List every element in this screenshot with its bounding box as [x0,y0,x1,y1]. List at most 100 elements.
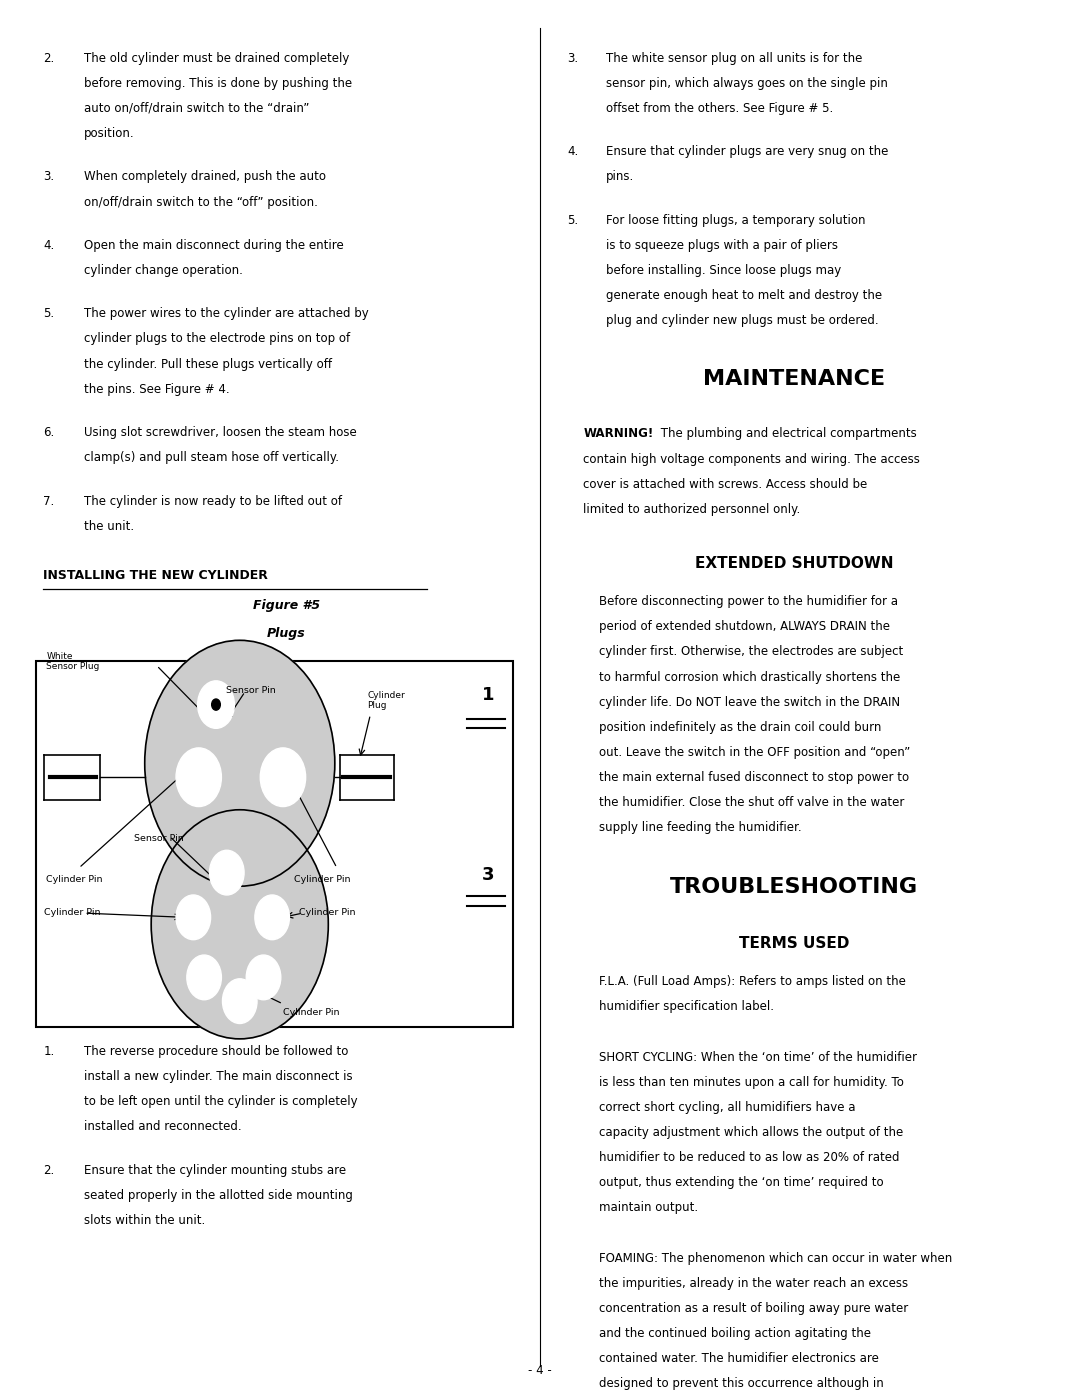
Text: sensor pin, which always goes on the single pin: sensor pin, which always goes on the sin… [606,77,888,89]
Text: 2.: 2. [43,52,54,64]
Text: The cylinder is now ready to be lifted out of: The cylinder is now ready to be lifted o… [84,495,342,507]
Text: plug and cylinder new plugs must be ordered.: plug and cylinder new plugs must be orde… [606,314,878,327]
Text: The old cylinder must be drained completely: The old cylinder must be drained complet… [84,52,350,64]
Text: the main external fused disconnect to stop power to: the main external fused disconnect to st… [599,771,909,784]
Text: The plumbing and electrical compartments: The plumbing and electrical compartments [657,427,917,440]
Text: before removing. This is done by pushing the: before removing. This is done by pushing… [84,77,352,89]
Text: FOAMING: The phenomenon which can occur in water when: FOAMING: The phenomenon which can occur … [599,1252,953,1264]
Text: EXTENDED SHUTDOWN: EXTENDED SHUTDOWN [694,556,893,571]
Text: 5.: 5. [43,307,54,320]
Text: concentration as a result of boiling away pure water: concentration as a result of boiling awa… [599,1302,908,1315]
Circle shape [246,956,281,1000]
Text: The power wires to the cylinder are attached by: The power wires to the cylinder are atta… [84,307,369,320]
Text: 1.: 1. [43,1045,54,1058]
Text: cylinder first. Otherwise, the electrodes are subject: cylinder first. Otherwise, the electrode… [599,645,904,658]
Text: 7.: 7. [43,495,54,507]
Text: clamp(s) and pull steam hose off vertically.: clamp(s) and pull steam hose off vertica… [84,451,339,464]
Text: Cylinder Pin: Cylinder Pin [299,908,355,916]
Text: TROUBLESHOOTING: TROUBLESHOOTING [670,877,918,897]
Text: cylinder plugs to the electrode pins on top of: cylinder plugs to the electrode pins on … [84,332,350,345]
Text: maintain output.: maintain output. [599,1201,699,1214]
Text: MAINTENANCE: MAINTENANCE [703,369,885,388]
Text: For loose fitting plugs, a temporary solution: For loose fitting plugs, a temporary sol… [606,214,865,226]
Circle shape [260,747,306,806]
Circle shape [151,810,328,1039]
Text: the unit.: the unit. [84,520,134,532]
Text: SHORT CYCLING: When the ‘on time’ of the humidifier: SHORT CYCLING: When the ‘on time’ of the… [599,1051,917,1063]
Text: The reverse procedure should be followed to: The reverse procedure should be followed… [84,1045,349,1058]
Text: cylinder life. Do NOT leave the switch in the DRAIN: cylinder life. Do NOT leave the switch i… [599,696,901,708]
Text: 3: 3 [482,866,495,884]
Text: to harmful corrosion which drastically shortens the: to harmful corrosion which drastically s… [599,671,901,683]
Bar [36,661,513,1027]
Text: installed and reconnected.: installed and reconnected. [84,1120,242,1133]
Text: slots within the unit.: slots within the unit. [84,1214,205,1227]
Text: the impurities, already in the water reach an excess: the impurities, already in the water rea… [599,1277,908,1289]
Text: the humidifier. Close the shut off valve in the water: the humidifier. Close the shut off valve… [599,796,905,809]
Text: and the continued boiling action agitating the: and the continued boiling action agitati… [599,1327,872,1340]
Text: contained water. The humidifier electronics are: contained water. The humidifier electron… [599,1352,879,1365]
Text: When completely drained, push the auto: When completely drained, push the auto [84,170,326,183]
Text: seated properly in the allotted side mounting: seated properly in the allotted side mou… [84,1189,353,1201]
Text: 6.: 6. [43,426,54,439]
Text: Sensor Pin: Sensor Pin [226,686,275,694]
Text: is to squeeze plugs with a pair of pliers: is to squeeze plugs with a pair of plier… [606,239,838,251]
Text: pins.: pins. [606,170,634,183]
Text: 4.: 4. [43,239,54,251]
Text: out. Leave the switch in the OFF position and “open”: out. Leave the switch in the OFF positio… [599,746,910,759]
Text: 1: 1 [482,686,495,704]
Text: output, thus extending the ‘on time’ required to: output, thus extending the ‘on time’ req… [599,1176,885,1189]
Text: capacity adjustment which allows the output of the: capacity adjustment which allows the out… [599,1126,904,1139]
Text: Cylinder Pin: Cylinder Pin [46,875,103,884]
Text: 3.: 3. [43,170,54,183]
Text: Cylinder
Plug: Cylinder Plug [367,690,405,710]
Text: the cylinder. Pull these plugs vertically off: the cylinder. Pull these plugs verticall… [84,358,333,370]
Text: contain high voltage components and wiring. The access: contain high voltage components and wiri… [583,453,920,465]
Text: 5.: 5. [567,214,578,226]
Text: correct short cycling, all humidifiers have a: correct short cycling, all humidifiers h… [599,1101,856,1113]
Text: Cylinder Pin: Cylinder Pin [283,1009,339,1017]
Text: offset from the others. See Figure # 5.: offset from the others. See Figure # 5. [606,102,833,115]
Text: supply line feeding the humidifier.: supply line feeding the humidifier. [599,821,802,834]
Text: period of extended shutdown, ALWAYS DRAIN the: period of extended shutdown, ALWAYS DRAI… [599,620,890,633]
Text: humidifier specification label.: humidifier specification label. [599,1000,774,1013]
Text: auto on/off/drain switch to the “drain”: auto on/off/drain switch to the “drain” [84,102,310,115]
Circle shape [210,851,244,895]
Text: install a new cylinder. The main disconnect is: install a new cylinder. The main disconn… [84,1070,353,1083]
Text: the pins. See Figure # 4.: the pins. See Figure # 4. [84,383,230,395]
Text: WARNING!: WARNING! [583,427,653,440]
Text: Ensure that the cylinder mounting stubs are: Ensure that the cylinder mounting stubs … [84,1164,347,1176]
Circle shape [255,895,289,940]
Text: generate enough heat to melt and destroy the: generate enough heat to melt and destroy… [606,289,882,302]
Text: Using slot screwdriver, loosen the steam hose: Using slot screwdriver, loosen the steam… [84,426,357,439]
Text: White
Sensor Plug: White Sensor Plug [46,651,99,671]
Text: 3.: 3. [567,52,578,64]
Text: Ensure that cylinder plugs are very snug on the: Ensure that cylinder plugs are very snug… [606,145,888,158]
Text: humidifier to be reduced to as low as 20% of rated: humidifier to be reduced to as low as 20… [599,1151,900,1164]
Text: to be left open until the cylinder is completely: to be left open until the cylinder is co… [84,1095,357,1108]
Text: designed to prevent this occurrence although in: designed to prevent this occurrence alth… [599,1377,885,1390]
Text: Figure #5: Figure #5 [253,599,320,612]
Circle shape [187,956,221,1000]
Text: 4.: 4. [567,145,578,158]
Text: cover is attached with screws. Access should be: cover is attached with screws. Access sh… [583,478,867,490]
Text: limited to authorized personnel only.: limited to authorized personnel only. [583,503,800,515]
Circle shape [198,680,234,728]
Circle shape [145,640,335,886]
Text: INSTALLING THE NEW CYLINDER: INSTALLING THE NEW CYLINDER [43,569,268,581]
Text: 2.: 2. [43,1164,54,1176]
Text: - 4 -: - 4 - [528,1365,552,1377]
Text: is less than ten minutes upon a call for humidity. To: is less than ten minutes upon a call for… [599,1076,904,1088]
Text: Plugs: Plugs [267,627,306,640]
Circle shape [222,979,257,1024]
Text: before installing. Since loose plugs may: before installing. Since loose plugs may [606,264,841,277]
Text: Open the main disconnect during the entire: Open the main disconnect during the enti… [84,239,345,251]
Circle shape [176,747,221,806]
Text: cylinder change operation.: cylinder change operation. [84,264,243,277]
Circle shape [176,895,211,940]
Text: position indefinitely as the drain coil could burn: position indefinitely as the drain coil … [599,721,881,733]
Text: position.: position. [84,127,135,140]
Text: Sensor Pin: Sensor Pin [134,834,184,842]
Circle shape [212,698,220,710]
Text: The white sensor plug on all units is for the: The white sensor plug on all units is fo… [606,52,862,64]
